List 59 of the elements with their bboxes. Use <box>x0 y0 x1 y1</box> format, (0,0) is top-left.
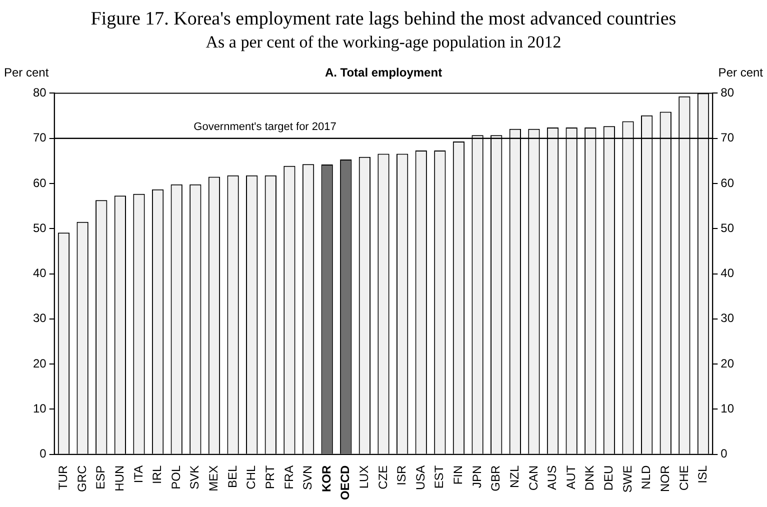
y-tick-label: 50 <box>32 220 47 235</box>
y2-tick-label: 30 <box>720 311 734 326</box>
ref-line-label: Government's target for 2017 <box>194 120 336 133</box>
y-tick-label: 70 <box>32 130 47 145</box>
chart-title: Figure 17. Korea's employment rate lags behind the most advanced countries <box>90 8 676 30</box>
chart-subtitle: As a per cent of the working-age population in 2012 <box>206 32 562 52</box>
y2-tick-label: 50 <box>720 220 734 235</box>
x-tick-label: NOR <box>658 465 672 492</box>
x-tick-label: CHL <box>244 465 258 490</box>
x-tick-label: CAN <box>526 465 540 491</box>
y-tick-label: 80 <box>32 86 47 100</box>
x-tick-label: MEX <box>206 465 221 492</box>
y2-tick-label: 20 <box>720 356 734 370</box>
x-tick-label: PRT <box>262 464 277 490</box>
x-tick-label: JPN <box>470 465 484 488</box>
x-tick-label: USA <box>413 465 428 490</box>
x-tick-label: POL <box>168 465 183 490</box>
y-tick-label: 30 <box>32 311 47 326</box>
x-tick-label: GRC <box>74 465 89 492</box>
x-tick-label: TUR <box>56 465 70 490</box>
x-tick-label: AUS <box>545 465 560 490</box>
x-tick-label: IRL <box>150 465 164 484</box>
x-tick-label: ISL <box>696 465 710 484</box>
x-tick-label: EST <box>432 464 446 489</box>
x-tick-label: FRA <box>282 465 296 490</box>
x-tick-label: CHE <box>676 465 691 491</box>
y-tick-label: 40 <box>32 266 47 280</box>
y2-tick-label: 80 <box>720 86 734 100</box>
x-tick-label: ESP <box>94 465 108 490</box>
y2-tick-label: 10 <box>720 402 734 416</box>
y2-tick-label: 0 <box>720 446 728 461</box>
x-tick-label: HUN <box>112 465 126 492</box>
y-tick-label: 10 <box>32 402 47 416</box>
x-tick-label: ITA <box>131 465 146 484</box>
x-tick-label: NZL <box>507 465 522 488</box>
x-tick-label: CZE <box>376 465 390 490</box>
y2-tick-label: 60 <box>720 176 734 190</box>
x-tick-label: BEL <box>225 465 240 488</box>
x-tick-label: LUX <box>357 465 372 489</box>
x-tick-label: KOR <box>319 465 334 492</box>
x-tick-label: NLD <box>639 465 654 490</box>
x-tick-label: DEU <box>602 465 616 491</box>
x-tick-label: SVN <box>300 465 315 490</box>
x-tick-label: ISR <box>394 465 409 486</box>
y-axis-title: Per cent <box>4 66 50 80</box>
y2-axis-title: Per cent <box>718 66 764 80</box>
y-tick-label: 0 <box>40 446 47 461</box>
x-tick-label: SWE <box>620 465 634 493</box>
y-tick-label: 20 <box>32 356 47 370</box>
y2-tick-label: 70 <box>720 130 734 145</box>
x-tick-label: SVK <box>188 465 202 490</box>
x-tick-label: GBR <box>488 465 503 492</box>
x-tick-label: FIN <box>451 465 466 485</box>
text: A. Total employment <box>324 66 442 80</box>
x-tick-label: AUT <box>564 464 578 490</box>
x-tick-label: OECD <box>338 465 352 500</box>
y2-tick-label: 40 <box>720 266 734 280</box>
y-tick-label: 60 <box>32 176 47 190</box>
x-tick-label: DNK <box>582 465 597 491</box>
